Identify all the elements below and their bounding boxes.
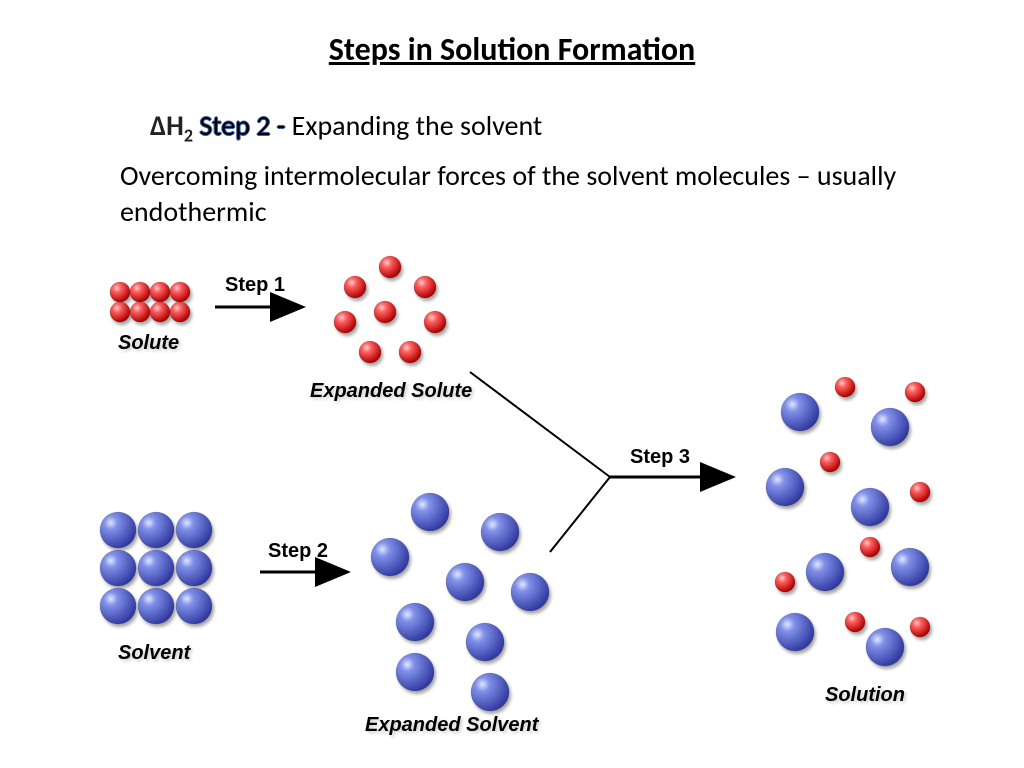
line-from-solute [470,372,610,477]
subtitle: ΔH2 Step 2 - Expanding the solvent [150,108,542,147]
step-name: Step 2 - [199,108,285,143]
solution-label: Solution [825,684,905,707]
solvent-label: Solvent [118,642,190,665]
step2-label: Step 2 [268,540,328,563]
description-text: Overcoming intermolecular forces of the … [120,158,900,231]
delta-h-label: ΔH2 [150,108,193,143]
expanded-solute-label: Expanded Solute [310,380,472,403]
line-from-solvent [550,477,610,552]
page-title: Steps in Solution Formation [0,30,1024,69]
expanded-solvent-label: Expanded Solvent [365,714,538,737]
step-action: Expanding the solvent [292,108,543,143]
solute-label: Solute [118,332,179,355]
solution-diagram: Step 1 Step 2 Step 3 Solute Expanded Sol… [70,252,990,752]
step3-label: Step 3 [630,446,690,469]
step1-label: Step 1 [225,274,285,297]
